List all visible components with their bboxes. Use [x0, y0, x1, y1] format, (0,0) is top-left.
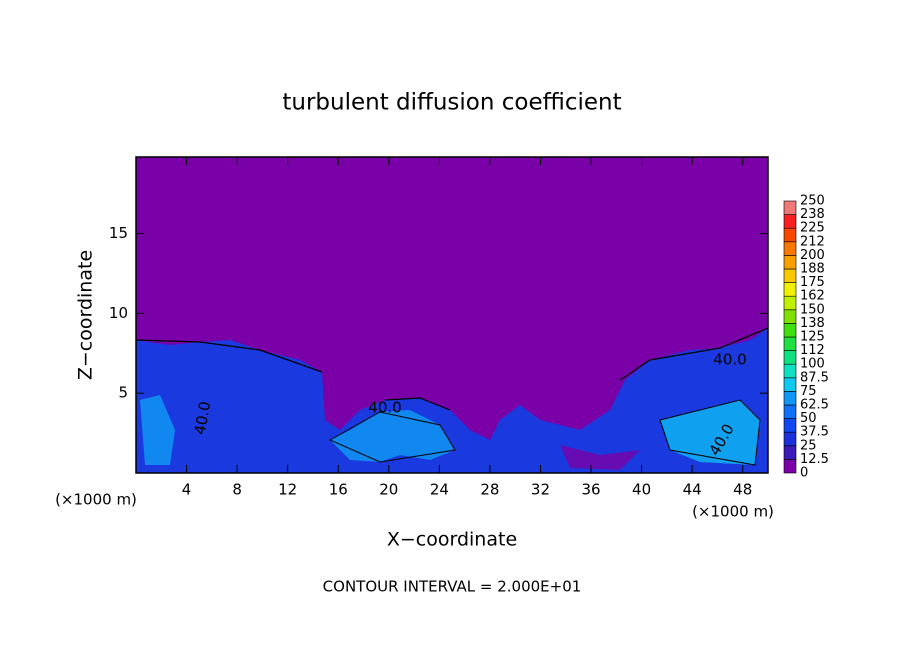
colorbar-label: 200: [800, 248, 825, 263]
colorbar-label: 225: [800, 221, 825, 236]
contour-label: 40.0: [368, 399, 401, 417]
x-tick-label: 4: [182, 481, 192, 499]
colorbar-label: 250: [800, 194, 825, 209]
colorbar-bin: [783, 391, 797, 406]
colorbar-label: 0: [800, 466, 808, 481]
x-tick-label: 32: [531, 481, 550, 499]
colorbar-bin: [783, 255, 797, 270]
colorbar-label: 138: [800, 316, 825, 331]
colorbar-bin: [783, 323, 797, 338]
colorbar-bin: [783, 418, 797, 433]
colorbar-bin: [783, 214, 797, 229]
y-tick-label: 10: [109, 304, 128, 322]
colorbar-bin: [783, 241, 797, 256]
footer: CONTOUR INTERVAL = 2.000E+01: [323, 578, 582, 596]
plot-frame: [135, 156, 769, 474]
x-unit-label: (×1000 m): [692, 503, 774, 521]
colorbar-label: 50: [800, 411, 817, 426]
contour-label: 40.0: [713, 351, 746, 369]
field-region: [560, 445, 640, 470]
y-tick-label: 15: [109, 224, 128, 242]
field-region: [140, 395, 175, 465]
colorbar-label: 238: [800, 207, 825, 222]
y-axis-label: Z−coordinate: [75, 250, 97, 380]
colorbar-bin: [783, 445, 797, 460]
colorbar-bin: [783, 431, 797, 447]
x-tick-label: 8: [232, 481, 242, 499]
colorbar-label: 150: [800, 302, 825, 317]
colorbar-label: 75: [800, 384, 817, 399]
field-region: [660, 400, 760, 465]
colorbar-bin: [783, 336, 797, 351]
contour-line: [135, 327, 769, 411]
colorbar-label: 62.5: [800, 398, 829, 413]
x-axis-label: X−coordinate: [387, 529, 517, 551]
colorbar-label: 112: [800, 343, 825, 358]
x-tick-label: 48: [733, 481, 752, 499]
contour-label: 40.0: [191, 400, 215, 436]
colorbar-bin: [783, 459, 797, 474]
colorbar-bin: [783, 309, 797, 324]
y-tick-label: 5: [118, 384, 128, 402]
field-region: [136, 328, 768, 473]
x-tick-label: 16: [329, 481, 348, 499]
x-tick-label: 40: [632, 481, 651, 499]
x-tick-label: 36: [581, 481, 600, 499]
colorbar-bin: [783, 268, 797, 283]
colorbar-label: 12.5: [800, 452, 829, 467]
colorbar-label: 212: [800, 234, 825, 249]
colorbar-bin: [783, 282, 797, 297]
colorbar-bin: [783, 377, 797, 392]
colorbar-bin: [783, 350, 797, 365]
colorbar-label: 87.5: [800, 370, 829, 385]
colorbar-label: 162: [800, 289, 825, 304]
contour-line: [328, 399, 761, 466]
colorbar-label: 37.5: [800, 425, 829, 440]
field: [135, 157, 769, 473]
colorbar-bin: [783, 227, 797, 243]
colorbar-bin: [783, 295, 797, 311]
colorbar-label: 25: [800, 438, 817, 453]
colorbar-label: 175: [800, 275, 825, 290]
x-unit-label: (×1000 m): [55, 491, 137, 509]
colorbar-bin: [783, 363, 797, 379]
x-tick-label: 28: [480, 481, 499, 499]
field-region: [330, 410, 455, 462]
x-tick-label: 24: [430, 481, 449, 499]
colorbar-bin: [783, 200, 797, 215]
colorbar-label: 100: [800, 357, 825, 372]
colorbar-label: 125: [800, 330, 825, 345]
x-tick-label: 20: [379, 481, 398, 499]
x-tick-label: 44: [683, 481, 702, 499]
colorbar-label: 188: [800, 262, 825, 277]
x-tick-label: 12: [278, 481, 297, 499]
chart-title: turbulent diffusion coefficient: [282, 90, 621, 116]
colorbar-bin: [783, 404, 797, 419]
